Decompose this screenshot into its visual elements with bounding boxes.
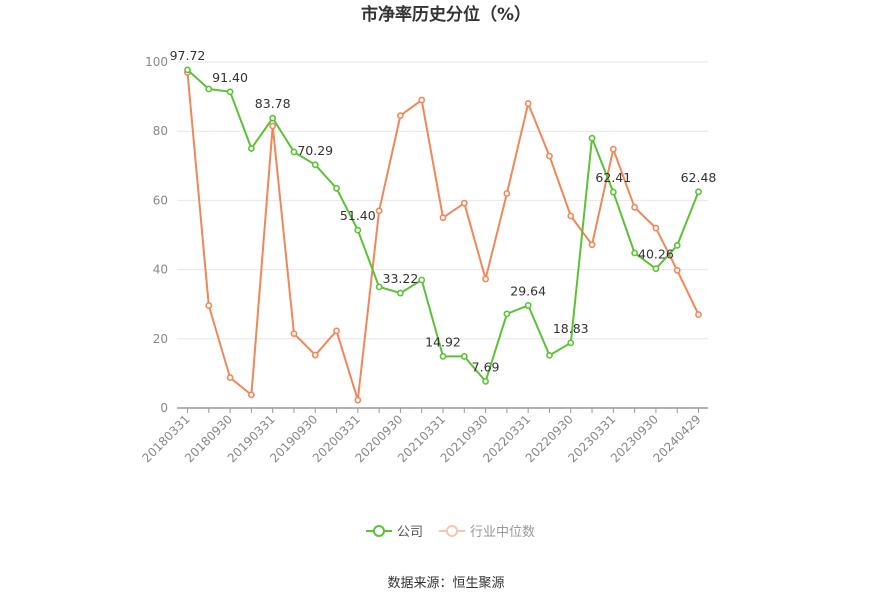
source-note: 数据来源：恒生聚源 (387, 576, 504, 591)
point-company-20190331 (269, 114, 277, 122)
legend-marker-industry-median (446, 525, 458, 537)
point-company-20230630 (631, 249, 639, 257)
point-industry-median-20200630 (375, 207, 383, 215)
grid (177, 61, 708, 340)
series-line-industry-median (186, 72, 700, 401)
point-industry-median-20230930 (652, 224, 660, 232)
point-company-20200331 (354, 226, 362, 234)
data-label-20210930: 7.69 (472, 359, 500, 374)
data-labels: 97.72 91.40 83.78 70.29 51.40 33.22 14.92 7.69 2… (170, 48, 717, 375)
point-company-20220930 (567, 339, 575, 347)
legend-marker-company (373, 525, 385, 537)
point-industry-median-20200331 (354, 396, 362, 404)
point-industry-median-20190930 (311, 351, 319, 359)
data-label-20180331: 97.72 (170, 48, 206, 63)
data-label-20220930: 18.83 (553, 321, 589, 336)
point-industry-median-20220630 (546, 152, 553, 160)
y-tick-label-100: 100 (145, 55, 168, 69)
point-industry-median-20230630 (631, 203, 639, 211)
point-industry-median-20220930 (567, 212, 575, 220)
point-company-20210331 (439, 352, 447, 360)
point-company-20180331 (184, 66, 191, 74)
point-company-20181231 (247, 145, 255, 152)
point-company-20220331 (524, 302, 532, 309)
data-label-20210331: 14.92 (425, 334, 461, 349)
y-tick-label-40: 40 (153, 263, 168, 277)
point-industry-median-20201231 (418, 96, 426, 104)
point-industry-median-20230331 (609, 145, 617, 153)
data-label-20200930: 33.22 (383, 271, 419, 286)
point-company-20180930 (226, 88, 234, 96)
point-industry-median-20221231 (588, 241, 596, 249)
point-company-20200630 (375, 283, 383, 291)
point-company-20221231 (588, 134, 596, 142)
point-industry-median-20190331 (269, 122, 277, 130)
point-industry-median-20210630 (460, 199, 468, 207)
data-label-20190930: 70.29 (297, 143, 333, 158)
y-tick-label-60: 60 (153, 193, 168, 207)
y-tick-label-80: 80 (153, 124, 168, 138)
y-tick-label-20: 20 (153, 332, 168, 346)
point-company-20210930 (482, 377, 489, 385)
legend-label-industry-median: 行业中位数 (470, 525, 535, 540)
point-industry-median-20180630 (205, 302, 213, 309)
y-tick-label-0: 0 (160, 401, 168, 415)
series (184, 66, 702, 404)
point-company-20220630 (546, 352, 553, 359)
point-industry-median-20211231 (503, 190, 511, 197)
data-label-20240429: 62.48 (681, 170, 717, 185)
point-industry-median-20180930 (226, 374, 234, 381)
legend-label-company: 公司 (397, 525, 423, 540)
point-company-20190630 (290, 148, 298, 156)
point-company-20211231 (503, 310, 511, 318)
point-company-20210630 (460, 353, 468, 360)
data-label-20230930: 40.26 (638, 247, 674, 262)
point-company-20201231 (418, 276, 426, 284)
point-industry-median-20240429 (695, 311, 702, 318)
point-industry-median-20181231 (247, 391, 255, 399)
data-label-20230331: 62.41 (595, 170, 631, 185)
legend[interactable]: 公司 行业中位数 (366, 525, 535, 540)
point-company-20200930 (397, 289, 404, 297)
data-label-20180930: 91.40 (212, 70, 248, 85)
legend-item-company[interactable]: 公司 (366, 525, 423, 540)
chart-title: 市净率历史分位（%） (361, 4, 531, 25)
point-company-20180630 (205, 85, 213, 93)
point-industry-median-20210930 (482, 275, 489, 283)
point-industry-median-20191231 (333, 327, 340, 335)
data-label-20190331: 83.78 (255, 96, 291, 111)
point-company-20191231 (333, 184, 340, 192)
data-label-20220331: 29.64 (510, 283, 546, 298)
point-company-20190930 (311, 161, 319, 169)
point-industry-median-20220331 (524, 100, 532, 107)
point-company-20231231 (673, 241, 681, 249)
data-label-20200331: 51.40 (340, 208, 376, 223)
point-industry-median-20231231 (673, 266, 681, 274)
point-industry-median-20210331 (439, 214, 447, 222)
point-industry-median-20200930 (397, 112, 404, 120)
legend-item-industry-median[interactable]: 行业中位数 (439, 525, 535, 540)
point-company-20230331 (609, 188, 617, 196)
point-industry-median-20190630 (290, 330, 298, 338)
point-company-20240429 (695, 188, 702, 196)
point-company-20230930 (652, 265, 660, 273)
